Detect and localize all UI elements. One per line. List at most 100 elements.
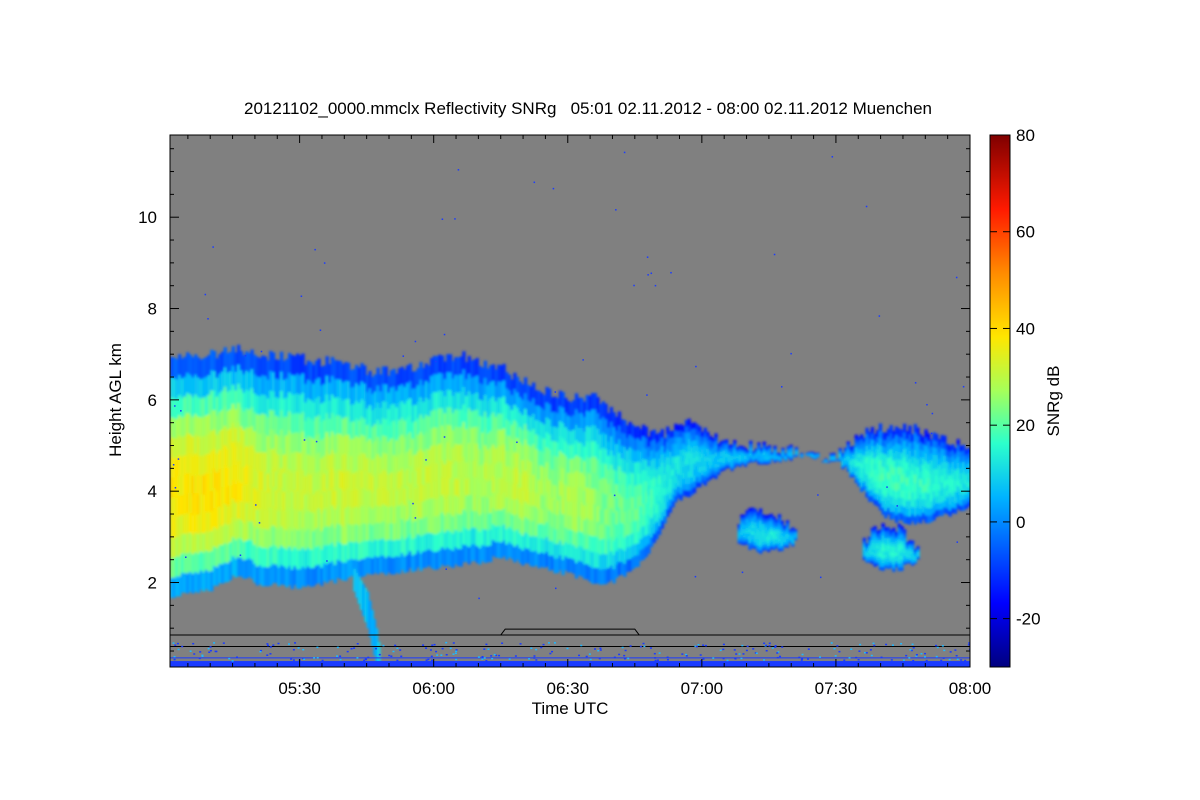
snr-cell xyxy=(427,398,431,417)
snr-cell xyxy=(743,452,748,455)
snr-cell xyxy=(293,565,297,586)
noise-speck xyxy=(429,649,432,651)
snr-cell xyxy=(749,449,753,452)
snr-cell xyxy=(405,399,410,418)
snr-cell xyxy=(242,540,246,561)
noise-speck xyxy=(621,646,624,649)
snr-cell xyxy=(328,507,332,527)
noise-speck xyxy=(319,329,322,331)
noise-speck xyxy=(798,656,801,659)
snr-cell xyxy=(780,530,784,534)
snr-cell xyxy=(737,530,741,533)
snr-cell xyxy=(569,529,573,545)
snr-cell xyxy=(612,540,616,555)
snr-cell xyxy=(486,529,490,547)
noise-speck xyxy=(290,658,293,660)
snr-cell xyxy=(414,371,418,389)
snr-cell xyxy=(860,481,864,488)
snr-cell xyxy=(580,486,584,503)
snr-cell xyxy=(886,534,891,539)
snr-cell xyxy=(789,454,793,457)
snr-cell xyxy=(631,436,635,450)
snr-cell xyxy=(424,397,429,415)
snr-cell xyxy=(852,474,856,478)
snr-cell xyxy=(706,440,710,445)
snr-cell xyxy=(400,366,404,385)
snr-cell xyxy=(767,542,771,546)
snr-cell xyxy=(902,514,907,524)
snr-cell xyxy=(741,449,745,452)
noise-speck xyxy=(926,403,928,406)
snr-cell xyxy=(384,366,388,385)
snr-cell xyxy=(756,521,760,526)
snr-cell xyxy=(556,499,560,515)
noise-speck xyxy=(367,656,370,659)
snr-cell xyxy=(540,465,544,481)
snr-cell xyxy=(722,459,726,464)
snr-cell xyxy=(748,542,752,547)
noise-speck xyxy=(865,205,868,208)
snr-cell xyxy=(464,528,469,546)
snr-cell xyxy=(778,454,782,457)
snr-cell xyxy=(865,552,869,555)
snr-cell xyxy=(577,427,581,443)
snr-cell xyxy=(194,472,198,494)
snr-cell xyxy=(183,396,187,417)
snr-cell xyxy=(435,391,439,410)
snr-cell xyxy=(416,434,420,452)
snr-cell xyxy=(515,483,520,500)
snr-cell xyxy=(967,467,970,473)
snr-cell xyxy=(650,459,654,471)
snr-cell xyxy=(427,365,431,383)
snr-cell xyxy=(838,454,842,457)
snr-cell xyxy=(363,470,367,489)
snr-cell xyxy=(253,563,257,583)
snr-cell xyxy=(800,452,804,454)
snr-cell xyxy=(239,369,244,390)
noise-speck xyxy=(435,360,437,363)
snr-cell xyxy=(601,416,606,433)
snr-cell xyxy=(730,455,734,459)
snr-cell xyxy=(781,454,785,457)
snr-cell xyxy=(894,434,899,444)
snr-cell xyxy=(470,527,474,545)
snr-cell xyxy=(561,452,565,469)
noise-speck xyxy=(915,655,918,657)
snr-cell xyxy=(588,565,592,582)
snr-cell xyxy=(261,451,265,472)
noise-speck xyxy=(449,647,452,650)
snr-cell xyxy=(671,437,675,444)
snr-cell xyxy=(862,467,867,473)
snr-cell xyxy=(416,483,420,502)
snr-cell xyxy=(658,440,662,450)
noise-speck xyxy=(554,587,557,590)
snr-cell xyxy=(186,492,190,514)
snr-cell xyxy=(387,375,391,393)
snr-cell xyxy=(788,540,792,543)
snr-cell xyxy=(953,469,958,476)
snr-cell xyxy=(911,470,915,479)
snr-cell xyxy=(180,436,185,457)
snr-cell xyxy=(304,438,308,458)
snr-cell xyxy=(711,437,715,442)
snr-cell xyxy=(408,431,412,450)
snr-cell xyxy=(849,449,853,453)
snr-cell xyxy=(545,386,549,403)
snr-cell xyxy=(478,531,482,549)
snr-cell xyxy=(684,438,689,446)
snr-cell xyxy=(870,533,875,538)
snr-cell xyxy=(961,444,966,451)
snr-cell xyxy=(346,469,351,489)
snr-cell xyxy=(486,497,490,514)
snr-cell xyxy=(325,525,329,546)
noise-speck xyxy=(316,646,319,649)
snr-cell xyxy=(325,375,329,395)
snr-cell xyxy=(927,448,931,457)
snr-cell xyxy=(714,433,718,438)
snr-cell xyxy=(271,448,276,469)
snr-cell xyxy=(384,522,388,541)
snr-cell xyxy=(226,524,230,544)
snr-cell xyxy=(956,502,960,510)
snr-cell xyxy=(631,424,635,438)
snr-cell xyxy=(553,514,557,530)
